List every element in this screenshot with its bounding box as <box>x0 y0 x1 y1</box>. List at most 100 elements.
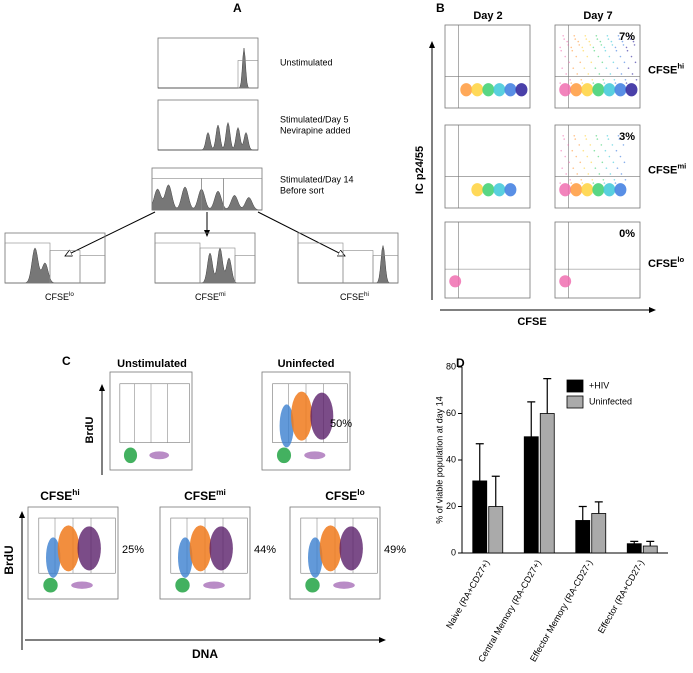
cell-dot <box>606 34 609 37</box>
cell-dot <box>631 73 634 75</box>
histogram <box>158 121 258 151</box>
cell-cluster <box>304 451 326 460</box>
gate <box>223 178 263 211</box>
cell-dot <box>630 55 633 58</box>
cell-dot <box>584 34 587 37</box>
cell-dot <box>605 67 608 69</box>
sup-label: CFSEhi <box>340 291 369 303</box>
error-bar <box>543 378 552 414</box>
cell-dot <box>613 178 616 181</box>
cell-dot <box>595 34 598 37</box>
cell-dot <box>567 144 569 146</box>
arrow <box>65 211 156 256</box>
cell-dot <box>581 46 584 49</box>
label-sup: mi <box>216 487 226 497</box>
plot-frame <box>444 124 531 209</box>
label: 7% <box>619 31 635 43</box>
bar <box>472 480 488 554</box>
cell-dot <box>582 149 585 152</box>
cell-dot <box>590 61 593 64</box>
sup-label: CFSEmi <box>195 291 226 303</box>
cell-cluster <box>559 83 572 97</box>
cell-dot <box>614 82 617 84</box>
label: B <box>436 1 445 15</box>
cell-cluster <box>603 183 616 197</box>
sup-label: CFSEhi <box>648 62 684 77</box>
y-tick-label: 20 <box>446 501 456 511</box>
bar <box>575 520 591 554</box>
cell-cluster <box>123 447 138 464</box>
cell-dot <box>602 178 605 181</box>
cell-cluster <box>581 183 594 197</box>
gate <box>300 517 378 574</box>
cell-dot <box>609 173 612 175</box>
cell-cluster <box>482 183 495 197</box>
bar <box>488 506 504 554</box>
sup-label: CFSEmi <box>184 487 226 503</box>
cell-cluster <box>592 83 605 97</box>
bar <box>626 543 642 554</box>
cell-cluster <box>471 83 484 97</box>
cell-dot <box>559 82 561 84</box>
cell-cluster <box>493 183 506 197</box>
cell-dot <box>576 173 579 175</box>
cell-cluster <box>178 537 193 578</box>
label-main: CFSE <box>648 164 677 176</box>
cell-dot <box>628 34 631 37</box>
cell-dot <box>619 55 622 58</box>
histogram-frame <box>154 232 256 284</box>
cell-dot <box>618 138 621 140</box>
cell-dot <box>571 49 574 52</box>
cell-dot <box>575 55 578 58</box>
label: CFSE <box>517 316 546 328</box>
cell-cluster <box>71 581 93 589</box>
gate <box>372 255 399 284</box>
cell-dot <box>601 161 604 164</box>
cell-dot <box>605 167 608 169</box>
cell-dot <box>598 173 601 175</box>
bar <box>591 513 607 554</box>
gate <box>237 60 259 89</box>
label: BrdU <box>84 417 96 444</box>
sup-label: CFSElo <box>45 291 74 303</box>
cell-dot <box>578 144 581 146</box>
cell-dot <box>596 138 599 140</box>
cell-dot <box>625 82 628 84</box>
label: C <box>62 354 71 368</box>
label: D <box>456 356 465 370</box>
cell-dot <box>579 161 582 164</box>
cell-cluster <box>559 183 572 197</box>
cell-dot <box>613 78 616 81</box>
cell-dot <box>621 40 624 43</box>
sup-label: CFSEhi <box>40 487 79 503</box>
cell-dot <box>564 55 566 58</box>
cell-dot <box>592 46 595 49</box>
cell-cluster <box>460 83 473 97</box>
plot-frame <box>109 371 193 471</box>
cell-cluster <box>614 183 627 197</box>
cell-dot <box>604 49 607 52</box>
cell-dot <box>576 73 579 75</box>
cell-cluster <box>77 526 101 571</box>
cell-dot <box>559 46 561 49</box>
label: 0% <box>619 228 635 240</box>
label: BrdU <box>2 545 16 574</box>
gate <box>154 242 201 284</box>
cell-dot <box>560 149 562 152</box>
gate <box>119 383 190 443</box>
plot-frame <box>159 506 251 600</box>
cell-dot <box>612 161 615 164</box>
cell-dot <box>573 134 576 137</box>
cell-cluster <box>515 83 528 97</box>
histogram <box>298 245 398 284</box>
cell-dot <box>568 61 570 64</box>
y-axis-label: % of viable population at day 14 <box>434 396 444 524</box>
label-main: CFSE <box>45 292 69 302</box>
cell-dot <box>585 138 588 140</box>
error-bar <box>475 443 484 481</box>
cell-dot <box>624 78 627 81</box>
cell-dot <box>588 40 591 43</box>
cell-dot <box>563 38 565 40</box>
cell-dot <box>617 134 620 137</box>
